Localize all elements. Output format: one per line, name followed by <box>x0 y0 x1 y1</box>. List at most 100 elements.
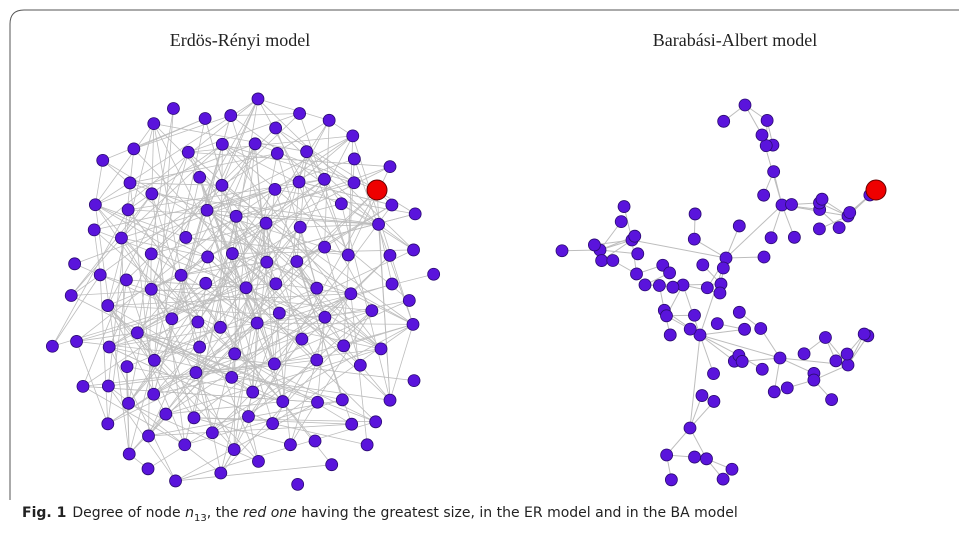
edge <box>109 322 258 348</box>
edge <box>231 143 256 378</box>
node <box>341 248 355 262</box>
node <box>213 320 227 334</box>
edge <box>151 123 155 194</box>
edge <box>275 189 378 285</box>
node <box>159 407 173 421</box>
node <box>101 299 115 312</box>
node <box>248 137 262 151</box>
edge <box>306 151 349 256</box>
node <box>96 153 110 167</box>
edge <box>52 287 247 347</box>
caption-symbol: n <box>185 505 194 521</box>
edge <box>128 289 152 404</box>
edge <box>245 179 325 288</box>
node <box>759 139 773 153</box>
node <box>346 129 360 143</box>
edge <box>136 332 186 445</box>
edge <box>206 209 414 325</box>
edge <box>76 215 237 342</box>
node <box>214 466 228 480</box>
edge <box>220 322 258 474</box>
edge <box>197 222 267 323</box>
node <box>293 220 307 234</box>
node <box>383 160 397 174</box>
node <box>385 198 399 212</box>
edge <box>153 293 352 395</box>
node <box>825 393 839 406</box>
node <box>198 112 212 125</box>
edge <box>282 181 300 402</box>
edge <box>353 158 414 325</box>
edge <box>107 305 232 378</box>
node <box>290 255 304 268</box>
edge <box>93 229 101 275</box>
edge <box>230 113 300 116</box>
node <box>717 114 731 128</box>
edge <box>257 98 330 121</box>
node <box>755 362 769 376</box>
node <box>268 182 282 196</box>
node <box>383 393 397 407</box>
node <box>167 102 180 115</box>
edge <box>128 209 379 225</box>
edge <box>254 143 268 263</box>
node <box>687 232 701 246</box>
caption-text: , the <box>206 505 244 521</box>
node <box>144 282 158 296</box>
edge <box>324 204 393 248</box>
node <box>710 317 724 330</box>
edge <box>220 310 373 474</box>
edge <box>725 204 783 259</box>
edge <box>248 338 303 417</box>
node <box>292 175 306 189</box>
node <box>191 315 205 329</box>
edge <box>236 182 355 217</box>
node <box>631 247 645 261</box>
edge <box>181 261 267 276</box>
edge <box>137 332 318 403</box>
edge <box>136 108 174 333</box>
node <box>122 396 135 410</box>
node <box>268 357 281 371</box>
edge <box>180 275 259 462</box>
edge <box>299 151 308 228</box>
edge <box>180 143 256 276</box>
node <box>688 308 701 322</box>
node <box>318 240 331 254</box>
edge <box>699 334 735 362</box>
edge <box>94 160 104 205</box>
edge <box>257 322 382 350</box>
node <box>757 250 771 264</box>
node <box>785 198 798 211</box>
edge <box>206 210 273 424</box>
edge <box>206 158 355 211</box>
node <box>614 215 628 229</box>
node <box>841 358 855 372</box>
edge <box>274 313 280 364</box>
node <box>344 287 358 301</box>
node <box>664 473 678 487</box>
node <box>144 247 158 261</box>
node <box>402 294 416 307</box>
node <box>716 472 730 486</box>
node <box>101 417 115 431</box>
node <box>555 244 569 258</box>
edge <box>93 229 235 355</box>
edge <box>316 317 326 361</box>
node <box>242 410 255 423</box>
highlight-node <box>865 179 887 201</box>
edge <box>206 98 259 211</box>
edge <box>185 177 201 238</box>
edge <box>231 377 391 401</box>
node <box>260 255 274 269</box>
edge <box>290 310 373 445</box>
node <box>322 113 336 127</box>
node <box>147 117 161 131</box>
caption: Fig. 1 Degree of node n13, the red one ha… <box>22 505 738 524</box>
node <box>767 165 781 179</box>
node <box>318 172 331 186</box>
node <box>115 231 128 245</box>
node <box>735 355 749 368</box>
node <box>101 379 115 393</box>
